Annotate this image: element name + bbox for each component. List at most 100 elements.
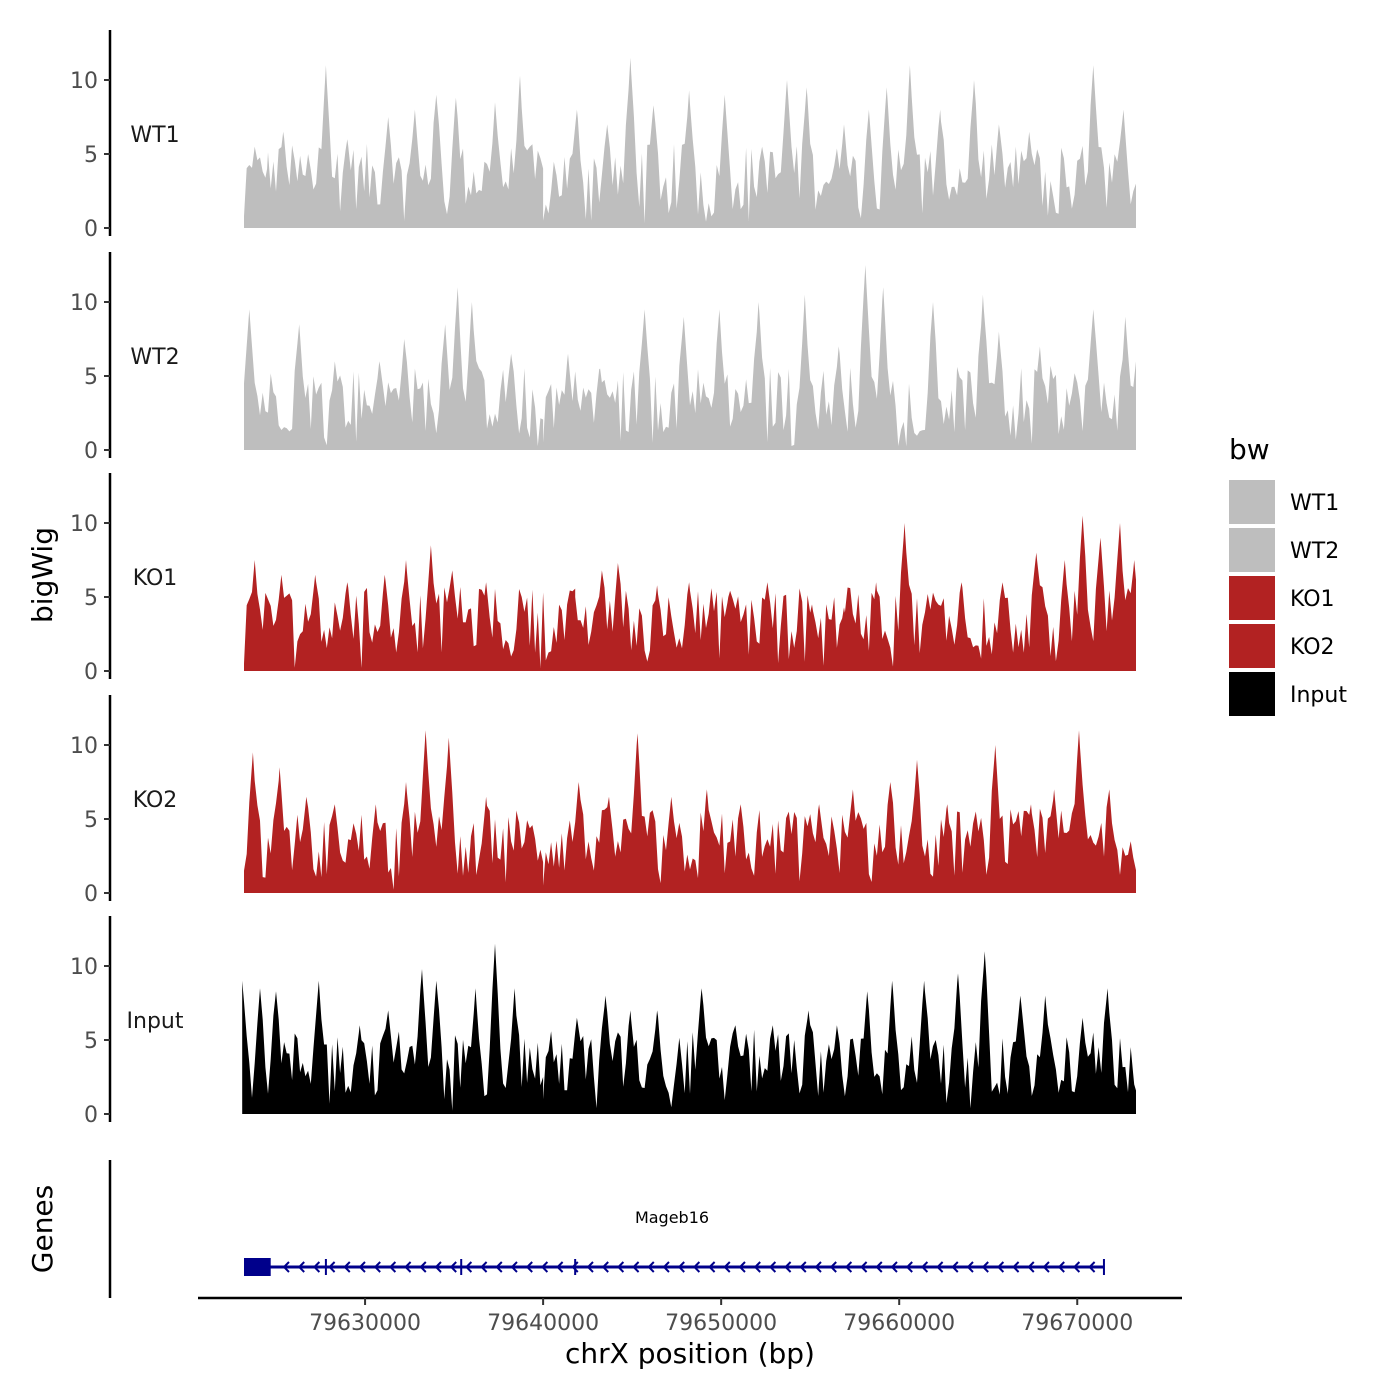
strand-arrow xyxy=(464,1261,473,1273)
legend-swatch-input xyxy=(1229,672,1275,716)
strand-arrow xyxy=(753,1261,761,1273)
legend-swatch-wt2 xyxy=(1229,528,1275,572)
strand-arrow xyxy=(1072,1261,1081,1273)
strand-arrow xyxy=(419,1261,427,1273)
strand-arrow xyxy=(312,1261,321,1273)
y-tick-label: 10 xyxy=(70,512,98,537)
strand-arrow xyxy=(708,1261,716,1273)
strand-arrow xyxy=(616,1261,625,1273)
signal-area-wt1 xyxy=(244,57,1136,228)
strand-arrow xyxy=(692,1261,701,1273)
strand-arrow xyxy=(799,1261,807,1273)
signal-area-ko2 xyxy=(244,730,1136,893)
strand-arrow xyxy=(358,1261,366,1273)
signal-area-input xyxy=(242,943,1136,1114)
strand-arrow xyxy=(1088,1261,1096,1273)
strand-arrow xyxy=(1057,1261,1065,1273)
signal-area-ko1 xyxy=(244,515,1136,671)
legend-label-wt1: WT1 xyxy=(1290,491,1339,516)
strand-arrow xyxy=(404,1261,412,1273)
strand-arrow xyxy=(586,1261,594,1273)
legend-label-ko2: KO2 xyxy=(1290,635,1335,660)
strand-arrow xyxy=(723,1261,731,1273)
strand-arrow xyxy=(449,1261,457,1273)
y-tick-label: 0 xyxy=(84,1103,98,1128)
signal-area-wt2 xyxy=(244,265,1136,450)
x-tick-label: 79660000 xyxy=(843,1311,955,1336)
strand-arrow xyxy=(601,1261,609,1273)
strand-arrow xyxy=(525,1261,533,1273)
track-label: Input xyxy=(127,1009,184,1034)
strand-arrow xyxy=(890,1261,898,1273)
strand-arrow xyxy=(328,1261,336,1273)
x-axis: 79630000 79640000 79650000 79660000 79670000… xyxy=(198,1296,1182,1370)
legend-title: bw xyxy=(1229,433,1270,466)
strand-arrow xyxy=(480,1261,488,1273)
strand-arrow xyxy=(829,1261,837,1273)
strand-arrow xyxy=(814,1261,822,1273)
legend-swatch-wt1 xyxy=(1229,480,1275,524)
y-tick-label: 5 xyxy=(84,586,98,611)
strand-arrow xyxy=(981,1261,989,1273)
legend-label-wt2: WT2 xyxy=(1290,539,1339,564)
strand-arrow xyxy=(1042,1261,1050,1273)
y-tick-label: 10 xyxy=(70,69,98,94)
y-tick-label: 10 xyxy=(70,291,98,316)
strand-arrow xyxy=(434,1261,442,1273)
track-ko1: 0 5 10 KO1 xyxy=(70,473,1136,685)
strand-arrow xyxy=(996,1261,1005,1273)
strand-arrow xyxy=(632,1261,640,1273)
gene-model xyxy=(244,1258,1105,1276)
genes-axis-title: Genes xyxy=(26,1185,59,1273)
y-axis-title: bigWig xyxy=(26,527,59,623)
strand-arrow xyxy=(905,1261,913,1273)
y-tick-label: 0 xyxy=(84,217,98,242)
track-label: WT1 xyxy=(130,123,179,148)
track-input: 0 5 10 Input xyxy=(70,916,1136,1128)
x-axis-title: chrX position (bp) xyxy=(565,1337,815,1370)
strand-arrow xyxy=(784,1261,792,1273)
y-tick-label: 10 xyxy=(70,955,98,980)
x-tick-label: 79650000 xyxy=(665,1311,777,1336)
gene-label: Mageb16 xyxy=(635,1208,709,1227)
strand-arrow xyxy=(951,1261,959,1273)
strand-arrow xyxy=(343,1261,351,1273)
strand-arrow xyxy=(373,1261,381,1273)
strand-arrow xyxy=(510,1261,518,1273)
legend-swatch-ko1 xyxy=(1229,576,1275,620)
strand-arrow xyxy=(920,1261,929,1273)
legend: bw WT1 WT2 KO1 KO2 Input xyxy=(1229,433,1347,716)
strand-arrow xyxy=(844,1261,853,1273)
track-wt1: 0 5 10 WT1 xyxy=(70,30,1136,242)
y-tick-label: 10 xyxy=(70,734,98,759)
gene-exon xyxy=(244,1258,271,1276)
strand-arrow xyxy=(1027,1261,1035,1273)
strand-arrow xyxy=(662,1261,670,1273)
legend-label-input: Input xyxy=(1290,683,1347,708)
strand-arrow xyxy=(1012,1261,1020,1273)
strand-arrow xyxy=(647,1261,655,1273)
y-tick-label: 5 xyxy=(84,1029,98,1054)
strand-arrow xyxy=(966,1261,974,1273)
strand-arrow xyxy=(860,1261,868,1273)
strand-arrow xyxy=(556,1261,564,1273)
legend-label-ko1: KO1 xyxy=(1290,587,1335,612)
track-label: KO1 xyxy=(133,566,178,591)
strand-arrow xyxy=(388,1261,397,1273)
track-label: WT2 xyxy=(130,345,179,370)
track-panels: 0 5 10 WT1 0 5 10 WT2 0 5 10 KO1 0 5 10 KO2 0 5 10 Input xyxy=(70,30,1136,1128)
legend-swatch-ko2 xyxy=(1229,624,1275,668)
strand-arrow xyxy=(875,1261,883,1273)
strand-arrow xyxy=(540,1261,549,1273)
x-tick-label: 79640000 xyxy=(487,1311,599,1336)
strand-arrow xyxy=(677,1261,685,1273)
strand-arrow xyxy=(282,1261,290,1273)
x-tick-label: 79630000 xyxy=(309,1311,421,1336)
strand-arrow xyxy=(495,1261,503,1273)
strand-arrow xyxy=(768,1261,777,1273)
strand-arrow xyxy=(738,1261,746,1273)
y-tick-label: 0 xyxy=(84,882,98,907)
track-wt2: 0 5 10 WT2 xyxy=(70,252,1136,464)
genes-panel: Genes Mageb16 xyxy=(26,1160,1105,1298)
